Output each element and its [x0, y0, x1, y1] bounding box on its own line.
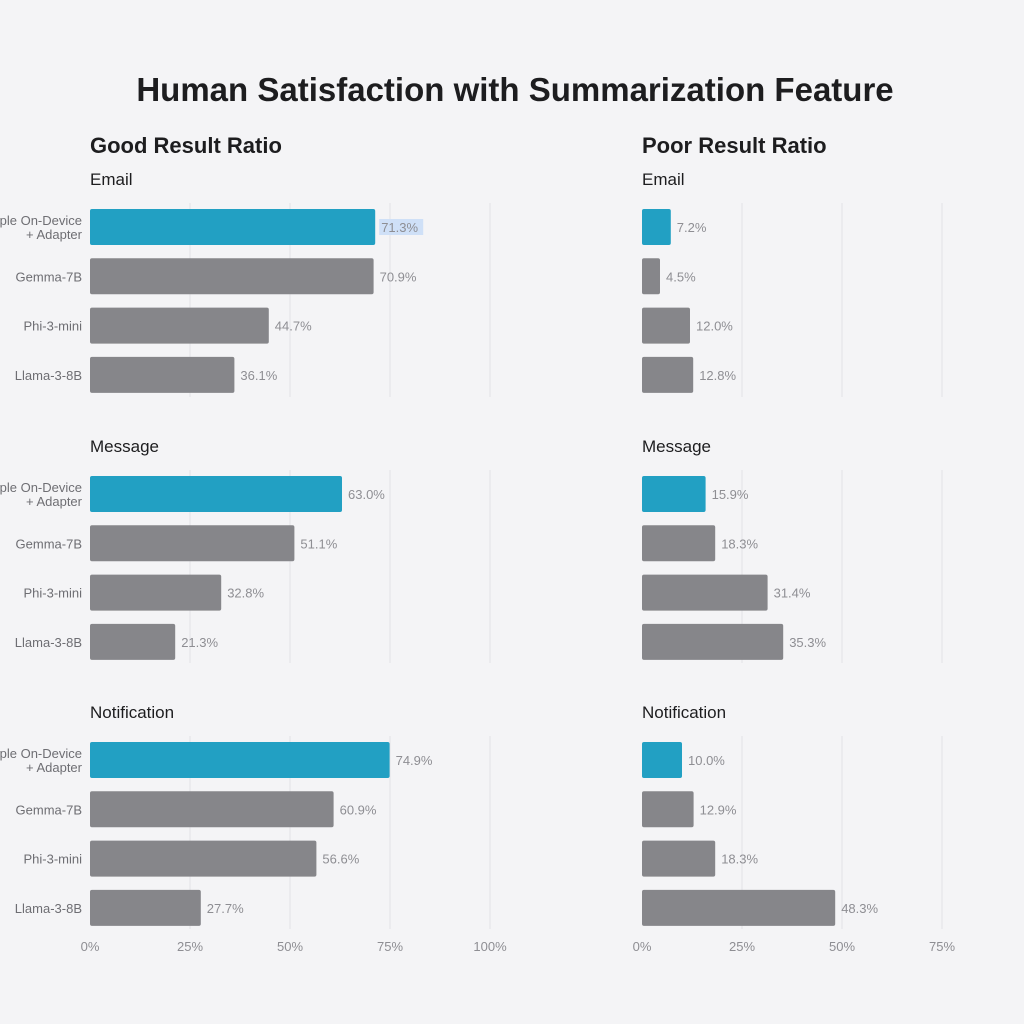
value-label: 15.9%: [712, 487, 749, 502]
group-title: Message: [642, 437, 711, 456]
bar: [90, 574, 222, 611]
group-notification: Notification 10.0% 12.9% 18.3% 48.3%: [642, 703, 943, 929]
plot-area: Good Result Ratio Email 71.3% ple On-Device…: [0, 133, 955, 954]
bar: [642, 307, 690, 344]
x-tick-label: 25%: [177, 939, 203, 954]
value-label: 12.0%: [696, 319, 733, 334]
bar: [90, 476, 342, 512]
group-title: Email: [642, 170, 685, 189]
bar: [642, 791, 694, 828]
bar: [642, 840, 716, 877]
bar: [642, 742, 682, 778]
value-label: 70.9%: [380, 269, 417, 284]
x-tick-label: 0%: [81, 939, 100, 954]
value-label: 56.6%: [322, 852, 359, 867]
bar: [642, 889, 836, 926]
value-label: 21.3%: [181, 635, 218, 650]
value-label: 32.8%: [227, 586, 264, 601]
value-label: 74.9%: [396, 753, 433, 768]
bar: [90, 840, 317, 877]
value-label: 7.2%: [677, 220, 707, 235]
value-label: 10.0%: [688, 753, 725, 768]
x-tick-label: 75%: [377, 939, 403, 954]
bar: [90, 791, 334, 828]
bar: [90, 889, 201, 926]
value-label: 48.3%: [841, 901, 878, 916]
bar: [642, 525, 716, 562]
panel-poor-result-ratio: Poor Result Ratio Email 7.2% 4.5% 12.0% 12.8%…: [633, 133, 956, 954]
group-title: Message: [90, 437, 159, 456]
category-label: Phi-3-mini: [23, 319, 82, 334]
value-label: 60.9%: [340, 802, 377, 817]
category-label: ple On-Device: [0, 480, 82, 495]
bar: [90, 356, 235, 393]
value-label: 18.3%: [721, 536, 758, 551]
value-label: 36.1%: [240, 368, 277, 383]
panel-good-result-ratio: Good Result Ratio Email 71.3% ple On-Device…: [0, 133, 507, 954]
text-selection-highlight: [379, 219, 424, 235]
x-tick-label: 0%: [633, 939, 652, 954]
category-label: ple On-Device: [0, 746, 82, 761]
bar: [642, 623, 784, 660]
value-label: 12.9%: [700, 802, 737, 817]
x-tick-label: 75%: [929, 939, 955, 954]
x-tick-label: 50%: [277, 939, 303, 954]
bar: [90, 258, 374, 295]
x-tick-label: 100%: [473, 939, 507, 954]
bar: [642, 476, 706, 512]
category-label: + Adapter: [26, 227, 83, 242]
value-label: 35.3%: [789, 635, 826, 650]
panel-title: Poor Result Ratio: [642, 133, 827, 158]
bar: [90, 742, 390, 778]
category-label: Gemma-7B: [16, 536, 82, 551]
panel-title: Good Result Ratio: [90, 133, 282, 158]
category-label: ple On-Device: [0, 213, 82, 228]
value-label: 51.1%: [300, 536, 337, 551]
category-label: Gemma-7B: [16, 269, 82, 284]
bar: [642, 258, 660, 295]
category-label: Llama-3-8B: [15, 635, 82, 650]
category-label: Phi-3-mini: [23, 586, 82, 601]
x-tick-label: 50%: [829, 939, 855, 954]
category-label: + Adapter: [26, 494, 83, 509]
category-label: Llama-3-8B: [15, 368, 82, 383]
value-label: 63.0%: [348, 487, 385, 502]
value-label: 12.8%: [699, 368, 736, 383]
value-label: 31.4%: [774, 586, 811, 601]
group-message: Message 63.0% ple On-Device+ Adapter 51.1% G…: [0, 437, 491, 663]
bar: [90, 209, 376, 245]
bar: [90, 623, 176, 660]
value-label: 18.3%: [721, 852, 758, 867]
bar: [90, 525, 295, 562]
value-label: 44.7%: [275, 319, 312, 334]
group-notification: Notification 74.9% ple On-Device+ Adapter 6…: [0, 703, 491, 929]
group-email: Email 7.2% 4.5% 12.0% 12.8%: [642, 170, 943, 397]
value-label: 27.7%: [207, 901, 244, 916]
bar: [90, 307, 269, 344]
value-label: 4.5%: [666, 269, 696, 284]
bar: [642, 574, 768, 611]
category-label: Gemma-7B: [16, 802, 82, 817]
group-title: Notification: [90, 703, 174, 722]
category-label: + Adapter: [26, 760, 83, 775]
group-email: Email 71.3% ple On-Device+ Adapter 70.9% Gem…: [0, 170, 491, 397]
category-label: Phi-3-mini: [23, 852, 82, 867]
bar: [642, 356, 694, 393]
chart-title: Human Satisfaction with Summarization Fe…: [136, 71, 893, 108]
group-title: Notification: [642, 703, 726, 722]
group-title: Email: [90, 170, 133, 189]
value-label: 71.3%: [381, 220, 418, 235]
x-tick-label: 25%: [729, 939, 755, 954]
category-label: Llama-3-8B: [15, 901, 82, 916]
group-message: Message 15.9% 18.3% 31.4% 35.3%: [642, 437, 943, 663]
bar: [642, 209, 671, 245]
